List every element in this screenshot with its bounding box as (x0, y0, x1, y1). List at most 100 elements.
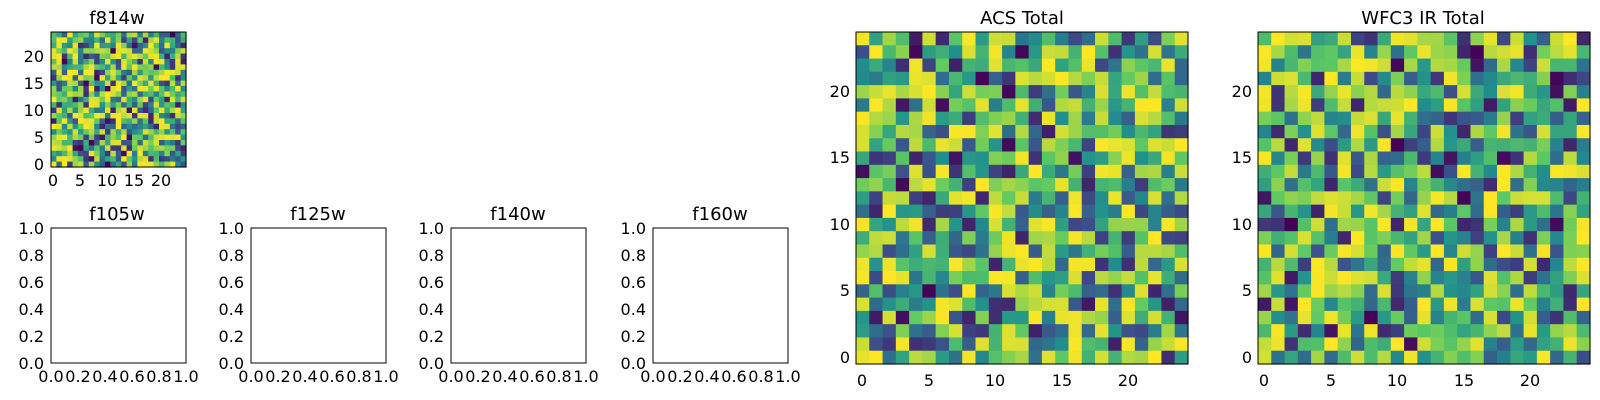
heatmap-cell (1324, 191, 1339, 206)
heatmap-cell (856, 71, 870, 86)
heatmap-cell (1510, 337, 1525, 352)
heatmap-cell (1271, 231, 1286, 246)
heatmap-cell (935, 297, 950, 312)
heatmap-cell (948, 271, 963, 285)
heatmap-cell (1271, 337, 1286, 352)
heatmap-cell (1148, 124, 1163, 139)
heatmap-cell (105, 161, 111, 168)
heatmap-cell (1470, 85, 1485, 99)
y-tick-label: 10 (830, 215, 850, 234)
heatmap-cell (159, 145, 165, 152)
heatmap-cell (1417, 337, 1432, 352)
heatmap-cell (1134, 337, 1149, 352)
heatmap-cell (1457, 98, 1472, 113)
heatmap-cell (1284, 85, 1299, 99)
heatmap-cell (121, 102, 128, 109)
heatmap-cell (1497, 324, 1511, 339)
heatmap-cell (1443, 71, 1458, 86)
y-tick-label: 20 (830, 82, 850, 101)
heatmap-cell (99, 107, 106, 114)
heatmap-cell (895, 98, 910, 113)
heatmap-cell (83, 140, 90, 146)
heatmap-cell (56, 107, 63, 114)
heatmap-cell (1523, 337, 1538, 352)
heatmap-cell (1324, 124, 1339, 139)
heatmap-cell (1576, 284, 1591, 299)
heatmap-cell (1068, 98, 1083, 113)
heatmap-cell (895, 71, 910, 86)
heatmap-cell (1510, 164, 1525, 179)
heatmap-cell (83, 48, 90, 55)
heatmap-cell (1174, 284, 1189, 299)
heatmap-cell (142, 102, 149, 109)
heatmap-cell (895, 111, 910, 126)
heatmap-cell (126, 59, 133, 65)
heatmap-cell (882, 350, 897, 365)
heatmap-cell (948, 297, 963, 312)
heatmap-cell (110, 91, 117, 98)
heatmap-cell (948, 257, 963, 272)
heatmap-cell (51, 102, 57, 109)
heatmap-cell (1161, 217, 1176, 232)
heatmap-cell (1390, 124, 1405, 139)
heatmap-cell (1536, 257, 1551, 272)
heatmap-cell (1121, 164, 1136, 179)
heatmap-cell (1258, 231, 1272, 246)
heatmap-cell (1377, 71, 1392, 86)
heatmap-cell (1470, 257, 1485, 272)
heatmap-cell (1297, 337, 1312, 352)
heatmap-cell (1095, 257, 1109, 272)
heatmap-cell (1443, 85, 1458, 99)
heatmap-cell (94, 86, 101, 92)
heatmap-cell (1457, 58, 1472, 73)
heatmap-cell (110, 48, 117, 55)
heatmap-cell (110, 102, 117, 109)
heatmap-cell (895, 337, 910, 352)
heatmap-cell (1390, 111, 1405, 126)
heatmap-cell (1510, 310, 1525, 325)
heatmap-cell (132, 140, 138, 146)
heatmap-cell (1148, 350, 1163, 365)
heatmap-cell (121, 32, 128, 38)
heatmap-cell (1563, 32, 1578, 46)
heatmap-cell (1311, 124, 1325, 139)
y-tick-label: 1.0 (419, 219, 444, 238)
heatmap-cell (1457, 178, 1472, 192)
heatmap-cell (159, 123, 165, 130)
heatmap-cell (1121, 85, 1136, 99)
heatmap-cell (1271, 151, 1286, 166)
heatmap-cell (1148, 71, 1163, 86)
heatmap-cell (1055, 164, 1070, 179)
heatmap-cell (1148, 138, 1163, 153)
heatmap-cell (869, 151, 884, 166)
heatmap-cell (1174, 257, 1189, 272)
y-tick-label: 0.6 (419, 273, 444, 292)
heatmap-cell (948, 98, 963, 113)
heatmap-cell (1055, 111, 1070, 126)
x-tick-label: 0.0 (640, 367, 665, 386)
heatmap-cell (142, 118, 149, 125)
heatmap-cell (1068, 310, 1083, 325)
heatmap-cell (1523, 45, 1538, 60)
heatmap-cell (83, 129, 90, 136)
heatmap-cell (1297, 350, 1312, 365)
heatmap-cell (1174, 71, 1189, 86)
heatmap-cell (1324, 350, 1339, 365)
heatmap-cell (1470, 151, 1485, 166)
heatmap-cell (1174, 111, 1189, 126)
heatmap-cell (1563, 284, 1578, 299)
heatmap-cell (1055, 204, 1070, 219)
heatmap-cell (1523, 138, 1538, 153)
heatmap-cell (105, 123, 111, 130)
heatmap-cell (126, 150, 133, 157)
heatmap-cell (1081, 244, 1096, 259)
y-tick-label: 0.4 (419, 300, 444, 319)
heatmap-cell (51, 53, 57, 60)
heatmap-cell (1081, 257, 1096, 272)
heatmap-cell (94, 80, 101, 87)
heatmap-cell (1377, 151, 1392, 166)
heatmap-cell (1041, 350, 1056, 365)
heatmap-cell (1350, 151, 1365, 166)
heatmap-cell (856, 164, 870, 179)
heatmap-cell (175, 42, 182, 49)
